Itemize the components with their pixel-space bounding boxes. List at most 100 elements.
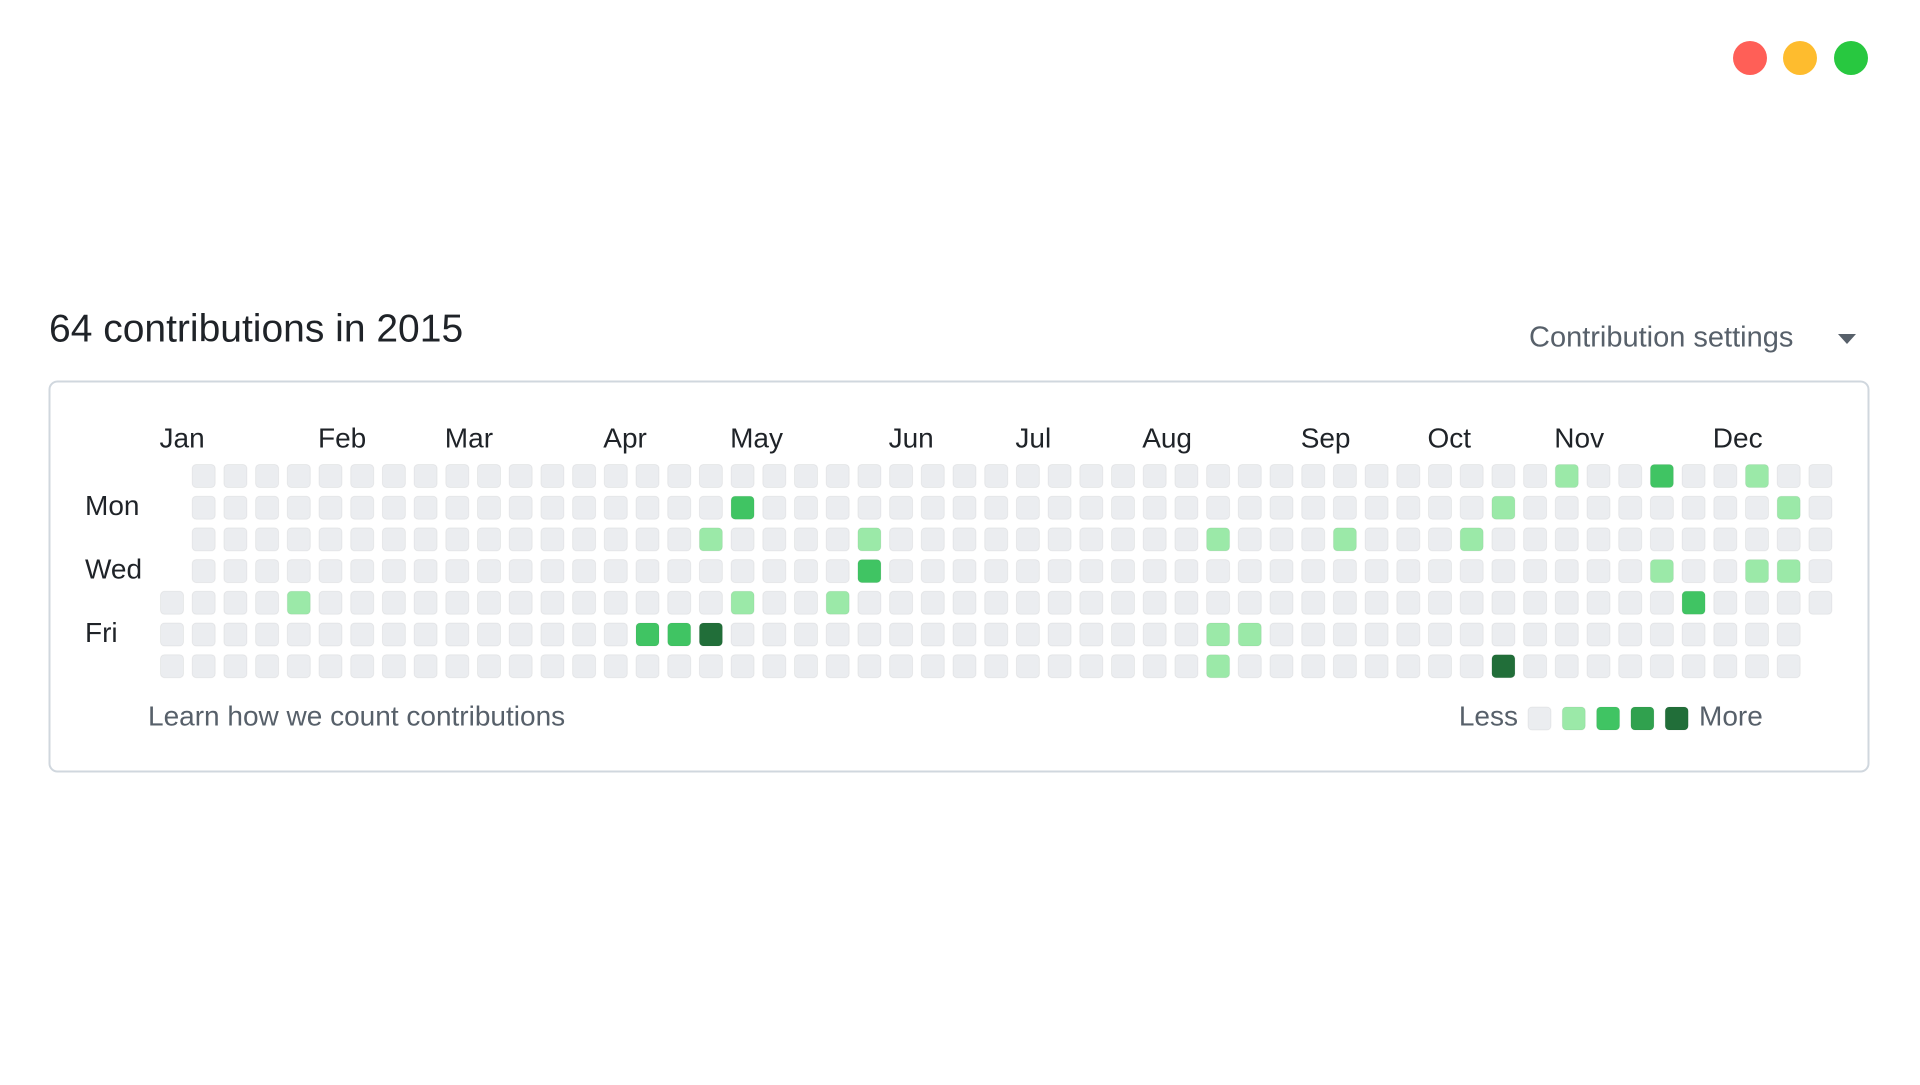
day-cell: [223, 559, 248, 584]
day-cell: [730, 622, 755, 647]
day-cell: [1396, 622, 1421, 647]
maximize-button[interactable]: [1834, 41, 1868, 75]
day-cell: [191, 495, 216, 520]
legend-swatch: [1664, 706, 1689, 731]
day-cell: [572, 590, 597, 615]
day-cell: [825, 464, 850, 488]
day-cell: [857, 495, 882, 520]
day-cell: [572, 495, 597, 520]
day-cell: [413, 464, 438, 488]
day-cell: [1142, 464, 1167, 488]
day-cell: [1491, 527, 1516, 552]
day-cell: [286, 527, 311, 552]
day-cell: [1491, 654, 1516, 679]
day-cell: [223, 464, 248, 488]
day-cell: [1111, 527, 1135, 552]
day-cell: [984, 495, 1009, 520]
day-cell: [889, 495, 914, 520]
day-cell: [920, 464, 945, 488]
day-cell: [1142, 654, 1167, 679]
day-cell: [413, 654, 438, 679]
day-cell: [603, 622, 628, 647]
day-cell: [667, 464, 692, 488]
day-cell: [1301, 654, 1326, 679]
day-cell: [191, 654, 216, 679]
month-label: Nov: [1554, 422, 1604, 453]
day-cell: [1808, 527, 1833, 552]
day-cell: [1015, 495, 1040, 520]
day-cell: [1681, 495, 1706, 520]
day-cell: [286, 622, 311, 647]
day-cell: [1396, 654, 1421, 679]
day-cell: [350, 622, 375, 647]
day-cell: [1332, 654, 1357, 679]
day-cell: [1111, 622, 1135, 647]
day-cell: [1237, 464, 1262, 488]
settings-label: Contribution settings: [1529, 322, 1793, 354]
day-cell: [350, 559, 375, 584]
day-cell: [1618, 464, 1643, 488]
day-cell: [825, 622, 850, 647]
day-cell: [1523, 527, 1548, 552]
day-cell: [223, 654, 248, 679]
day-cell: [1111, 464, 1135, 488]
day-cell: [1396, 464, 1421, 488]
day-cell: [1428, 495, 1452, 520]
day-cell: [1269, 622, 1294, 647]
day-cell: [1554, 654, 1579, 679]
day-cell: [1428, 590, 1452, 615]
day-cell: [603, 464, 628, 488]
day-cell: [160, 654, 184, 679]
day-label: Wed: [85, 553, 142, 584]
day-cell: [160, 590, 184, 615]
legend-more: More: [1699, 700, 1763, 731]
day-cell: [413, 495, 438, 520]
day-cell: [508, 464, 533, 488]
day-cell: [1079, 654, 1104, 679]
day-cell: [1237, 622, 1262, 647]
day-cell: [1428, 654, 1452, 679]
day-cell: [762, 622, 787, 647]
day-cell: [160, 622, 184, 647]
day-cell: [350, 590, 375, 615]
day-cell: [825, 590, 850, 615]
day-cell: [984, 590, 1009, 615]
settings-button[interactable]: Contribution settings: [1529, 322, 1856, 354]
day-cell: [1428, 622, 1452, 647]
close-button[interactable]: [1733, 41, 1767, 75]
day-cell: [698, 622, 723, 647]
day-cell: [286, 464, 311, 488]
day-cell: [1459, 559, 1484, 584]
month-label: Jan: [160, 422, 205, 453]
learn-link[interactable]: Learn how we count contributions: [148, 700, 565, 731]
day-cell: [318, 654, 343, 679]
day-cell: [255, 527, 280, 552]
day-cell: [952, 559, 977, 584]
day-cell: [635, 527, 660, 552]
day-cell: [286, 559, 311, 584]
day-cell: [508, 495, 533, 520]
day-cell: [1428, 559, 1452, 584]
day-cell: [350, 464, 375, 488]
day-cell: [1745, 654, 1769, 679]
day-cell: [1523, 464, 1548, 488]
day-cell: [1649, 654, 1674, 679]
day-cell: [1237, 495, 1262, 520]
month-label: Jul: [1015, 422, 1051, 453]
minimize-button[interactable]: [1783, 41, 1817, 75]
day-cell: [255, 495, 280, 520]
day-cell: [1586, 622, 1611, 647]
day-cell: [667, 495, 692, 520]
day-cell: [255, 622, 280, 647]
day-cell: [1301, 559, 1326, 584]
day-cell: [1301, 495, 1326, 520]
day-cell: [223, 622, 248, 647]
day-cell: [318, 527, 343, 552]
day-cell: [1554, 559, 1579, 584]
day-cell: [1364, 654, 1389, 679]
day-cell: [540, 559, 565, 584]
day-cell: [1142, 590, 1167, 615]
day-cell: [1047, 559, 1072, 584]
day-cell: [1618, 559, 1643, 584]
